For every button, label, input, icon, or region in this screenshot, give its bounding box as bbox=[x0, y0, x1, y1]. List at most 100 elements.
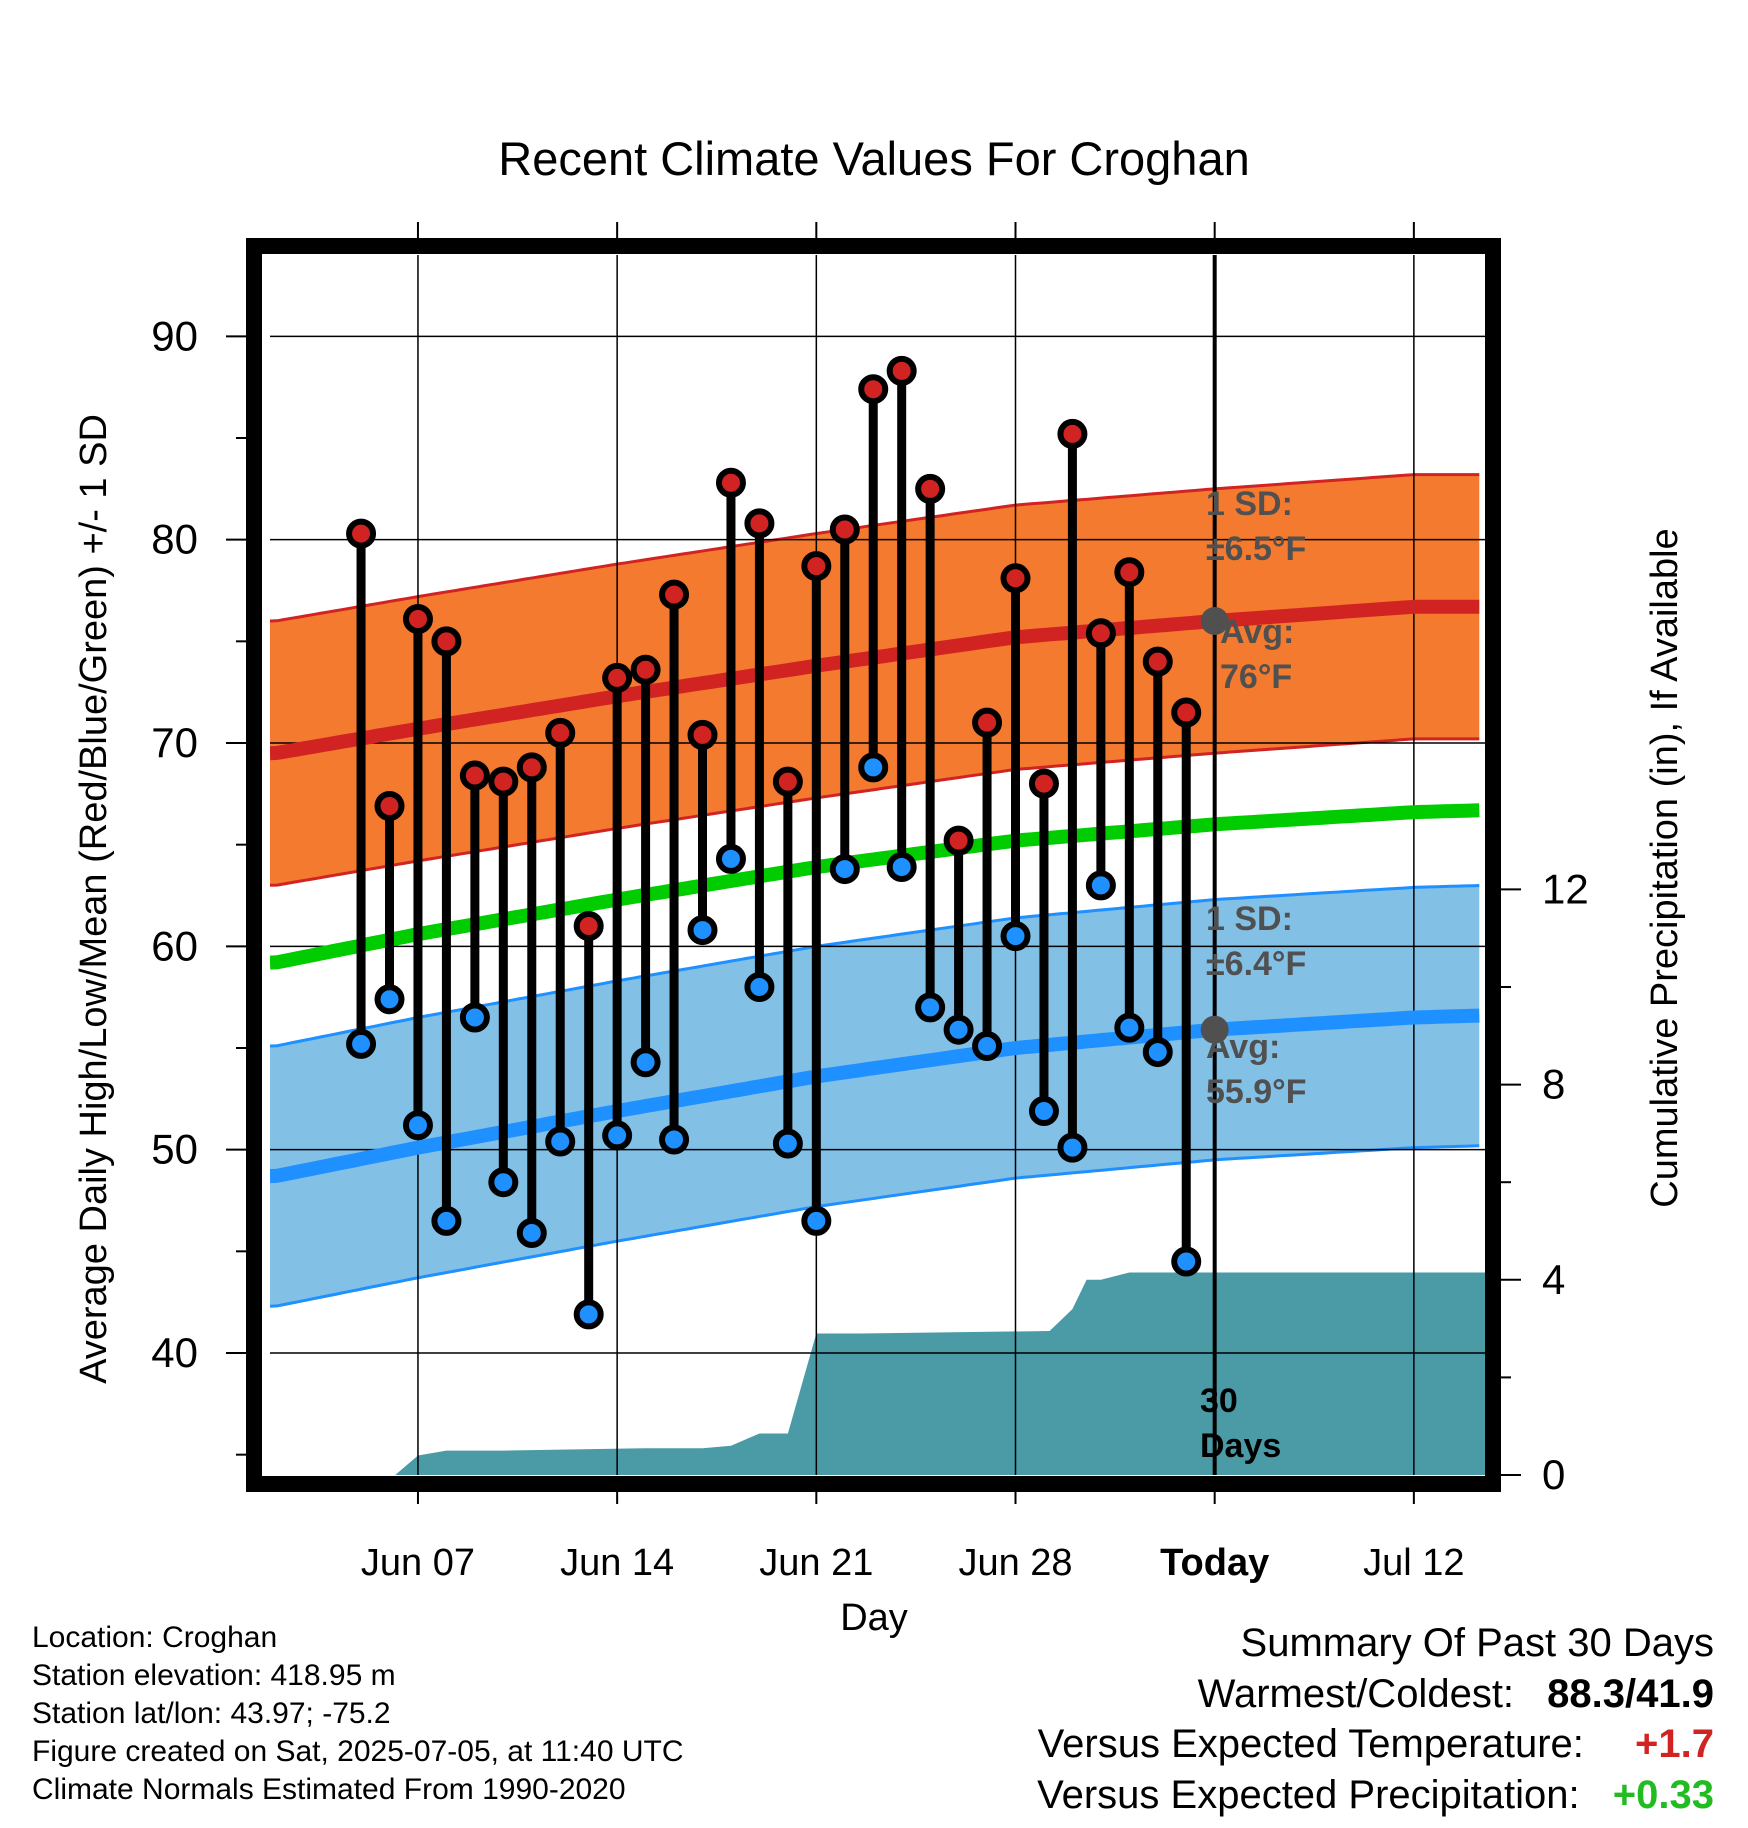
daily-low-point bbox=[943, 1014, 974, 1045]
plot-area: 1 SD: ±6.5°F Avg: 76°F 1 SD: ±6.4°F Avg: 55.9°F… bbox=[151, 222, 1589, 1584]
daily-low-point bbox=[516, 1218, 547, 1249]
daily-high-point bbox=[1000, 563, 1031, 594]
y-right-tick-label: 4 bbox=[1542, 1256, 1565, 1303]
daily-high-point bbox=[1057, 418, 1088, 449]
daily-high-point bbox=[602, 662, 633, 693]
daily-high-point bbox=[772, 766, 803, 797]
daily-low-point bbox=[886, 852, 917, 883]
daily-low-point bbox=[972, 1030, 1003, 1061]
daily-high-point bbox=[516, 752, 547, 783]
daily-high-point bbox=[744, 508, 775, 539]
normal-low-line bbox=[270, 1008, 1480, 1184]
y-left-tick-label: 70 bbox=[151, 719, 198, 766]
y-right-tick-label: 12 bbox=[1542, 865, 1589, 912]
low-sd-title: 1 SD: bbox=[1206, 900, 1293, 938]
daily-low-point bbox=[744, 972, 775, 1002]
daily-high-point bbox=[431, 626, 462, 657]
x-tick-label: Jun 28 bbox=[958, 1542, 1072, 1584]
period-number: 30 bbox=[1200, 1382, 1238, 1420]
daily-low-point bbox=[1114, 1012, 1145, 1043]
daily-low-point bbox=[402, 1110, 433, 1141]
daily-low-point bbox=[431, 1205, 462, 1236]
plot-content bbox=[270, 255, 1485, 1475]
x-tick-label: Jul 12 bbox=[1363, 1542, 1464, 1584]
x-tick-label: Jun 21 bbox=[759, 1542, 873, 1584]
y-axis-left-label: Average Daily High/Low/Mean (Red/Blue/Gr… bbox=[73, 414, 115, 1384]
daily-high-point bbox=[1028, 768, 1059, 799]
high-sd-value: ±6.5°F bbox=[1206, 530, 1306, 568]
x-axis-label: Day bbox=[840, 1597, 908, 1639]
daily-high-point bbox=[488, 766, 519, 797]
high-avg-title: Avg: bbox=[1220, 613, 1294, 651]
info-normals: Climate Normals Estimated From 1990-2020 bbox=[32, 1773, 626, 1806]
daily-low-point bbox=[829, 854, 860, 885]
plot-frame bbox=[246, 238, 1501, 1492]
station-info: Location: Croghan Station elevation: 418… bbox=[32, 1619, 684, 1809]
daily-high-point bbox=[829, 514, 860, 545]
chart-title: Recent Climate Values For Croghan bbox=[498, 132, 1249, 185]
daily-low-point bbox=[1171, 1246, 1202, 1277]
y-left-tick-label: 50 bbox=[151, 1126, 198, 1173]
daily-high-point bbox=[459, 760, 490, 791]
daily-low-point bbox=[374, 984, 405, 1015]
x-tick-label: Jun 07 bbox=[361, 1542, 475, 1584]
y-right-tick-label: 8 bbox=[1542, 1061, 1565, 1108]
daily-high-point bbox=[659, 579, 690, 610]
daily-high-point bbox=[943, 825, 974, 856]
summary-precipitation: Versus Expected Precipitation: +0.33 bbox=[1037, 1773, 1714, 1818]
low-avg-value: 55.9°F bbox=[1206, 1073, 1307, 1111]
daily-low-point bbox=[1057, 1132, 1088, 1163]
summary-warm-cold: Warmest/Coldest: 88.3/41.9 bbox=[1198, 1672, 1714, 1717]
daily-low-point bbox=[687, 915, 718, 946]
daily-low-point bbox=[488, 1167, 519, 1198]
temp-label: Versus Expected Temperature: bbox=[1037, 1722, 1584, 1766]
daily-low-point bbox=[573, 1299, 604, 1330]
daily-high-point bbox=[1085, 618, 1116, 649]
period-unit: Days bbox=[1200, 1427, 1281, 1465]
info-elevation: Station elevation: 418.95 m bbox=[32, 1659, 396, 1692]
y-left-tick-label: 90 bbox=[151, 312, 198, 359]
daily-high-point bbox=[1142, 646, 1173, 677]
summary-title: Summary Of Past 30 Days bbox=[1240, 1621, 1714, 1665]
daily-high-point bbox=[715, 467, 746, 498]
daily-high-point bbox=[801, 551, 832, 582]
daily-high-point bbox=[545, 717, 576, 748]
warm-cold-value: 88.3/41.9 bbox=[1547, 1672, 1714, 1716]
x-tick-label: Today bbox=[1160, 1542, 1269, 1584]
precip-value: +0.33 bbox=[1612, 1773, 1714, 1817]
precipitation-area bbox=[270, 1272, 1485, 1475]
daily-high-point bbox=[1171, 697, 1202, 728]
info-created: Figure created on Sat, 2025-07-05, at 11… bbox=[32, 1735, 684, 1768]
daily-low-point bbox=[659, 1124, 690, 1155]
y-left-tick-label: 80 bbox=[151, 516, 198, 563]
daily-low-point bbox=[545, 1126, 576, 1157]
daily-low-point bbox=[801, 1205, 832, 1236]
low-avg-title: Avg: bbox=[1206, 1028, 1280, 1066]
precip-label: Versus Expected Precipitation: bbox=[1037, 1773, 1580, 1817]
y-axis-right-label: Cumulative Precipitation (in), If Availa… bbox=[1644, 528, 1686, 1207]
daily-high-point bbox=[630, 654, 661, 685]
daily-high-point bbox=[1114, 557, 1145, 588]
info-latlon: Station lat/lon: 43.97; -75.2 bbox=[32, 1697, 391, 1730]
y-right-tick-label: 0 bbox=[1542, 1451, 1565, 1498]
daily-low-point bbox=[459, 1002, 490, 1033]
warm-cold-label: Warmest/Coldest: bbox=[1197, 1672, 1515, 1716]
daily-low-point bbox=[602, 1120, 633, 1151]
daily-low-point bbox=[1028, 1096, 1059, 1127]
low-sd-value: ±6.4°F bbox=[1206, 945, 1306, 983]
daily-low-point bbox=[858, 752, 889, 783]
daily-high-point bbox=[858, 374, 889, 405]
info-location: Location: Croghan bbox=[32, 1621, 278, 1654]
daily-high-point bbox=[687, 719, 718, 750]
daily-high-point bbox=[886, 355, 917, 386]
daily-low-point bbox=[772, 1128, 803, 1159]
high-avg-marker bbox=[1200, 607, 1229, 635]
low-avg-marker bbox=[1200, 1015, 1229, 1044]
summary-temperature: Versus Expected Temperature: +1.7 bbox=[1038, 1722, 1714, 1767]
y-left-tick-label: 40 bbox=[151, 1329, 198, 1376]
daily-high-point bbox=[374, 791, 405, 822]
daily-low-point bbox=[346, 1028, 377, 1059]
daily-low-point bbox=[630, 1047, 661, 1078]
daily-high-point bbox=[573, 911, 604, 941]
